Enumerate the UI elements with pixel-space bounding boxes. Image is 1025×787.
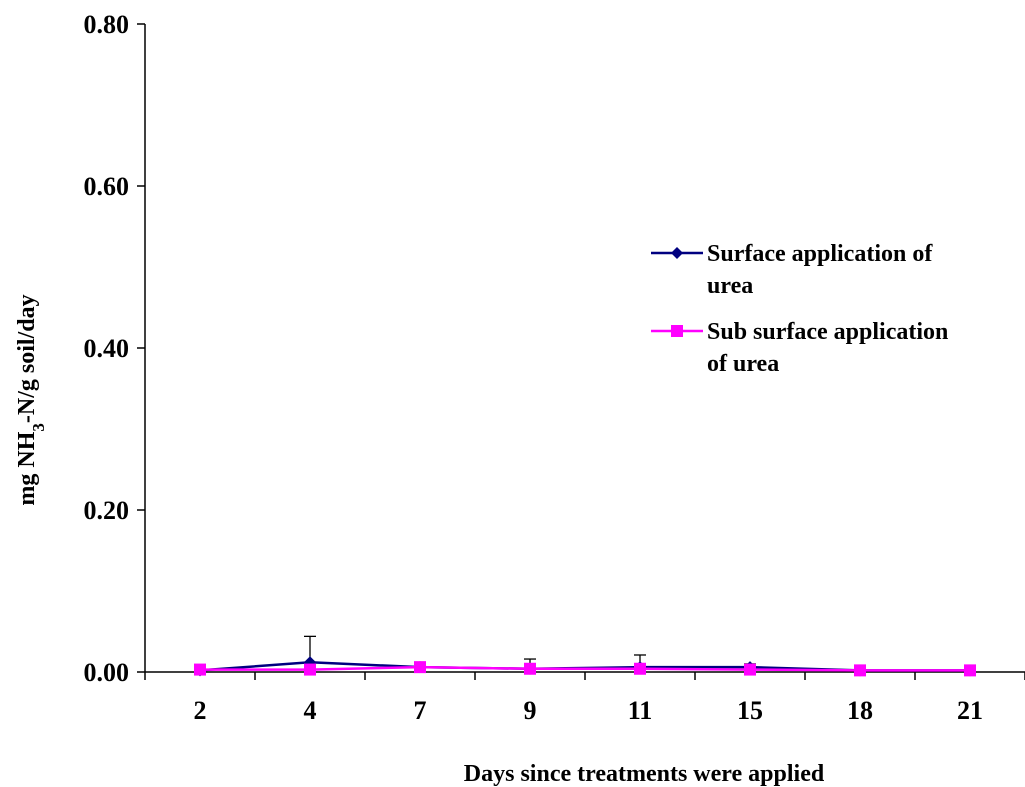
x-axis-title: Days since treatments were applied	[464, 761, 825, 787]
legend-label: urea	[707, 273, 753, 299]
series-line	[200, 665, 970, 672]
y-axis: 0.00 0.20 0.40 0.60 0.80	[84, 10, 146, 687]
y-tick-label: 0.00	[84, 658, 130, 687]
data-point	[194, 663, 206, 676]
x-tick-label: 15	[737, 696, 763, 725]
x-tick-label: 9	[524, 696, 537, 725]
y-axis-title: mg NH3-N/g soil/day	[14, 294, 48, 505]
legend-swatch-marker	[671, 247, 683, 259]
y-tick-label: 0.80	[84, 10, 130, 39]
data-point	[524, 662, 536, 675]
y-axis-title-prefix: mg NH	[14, 431, 40, 505]
legend: Surface application of urea Sub surface ap…	[651, 241, 948, 377]
x-tick-label: 4	[304, 696, 317, 725]
x-tick-label: 2	[194, 696, 207, 725]
data-point	[854, 664, 866, 677]
x-tick-label: 18	[847, 696, 873, 725]
legend-item-2: Sub surface application of urea	[651, 319, 948, 377]
y-tick-label: 0.40	[84, 334, 130, 363]
x-tick-label: 21	[957, 696, 983, 725]
legend-item-1: Surface application of urea	[651, 241, 933, 299]
x-tick-label: 7	[414, 696, 427, 725]
series-layer	[194, 635, 976, 677]
data-point	[634, 662, 646, 675]
legend-label: Sub surface application	[707, 319, 948, 345]
y-axis-title-subscript: 3	[29, 423, 48, 432]
legend-label: of urea	[707, 351, 779, 377]
legend-label: Surface application of	[707, 241, 933, 267]
x-axis: 2 4 7 9 11 15 18 21	[144, 671, 1025, 725]
y-tick-label: 0.20	[84, 496, 130, 525]
data-point	[304, 663, 316, 676]
y-tick-label: 0.60	[84, 172, 130, 201]
data-point	[744, 663, 756, 676]
x-tick-label: 11	[628, 696, 653, 725]
series-2	[194, 661, 976, 677]
legend-swatch-marker	[671, 325, 683, 337]
y-axis-title-suffix: -N/g soil/day	[14, 294, 40, 423]
data-point	[964, 664, 976, 677]
data-point	[414, 661, 426, 674]
